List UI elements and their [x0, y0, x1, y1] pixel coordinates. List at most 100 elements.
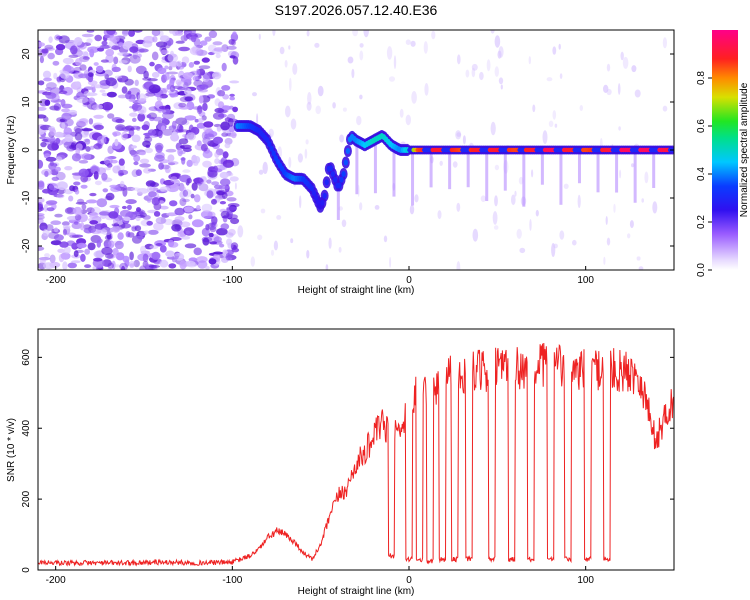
noise-blob	[563, 183, 569, 189]
ridge-core	[271, 150, 276, 157]
noise-blob	[71, 153, 82, 162]
noise-blob	[77, 198, 85, 205]
snr-x-tick-label: 100	[577, 575, 594, 586]
noise-blob	[465, 69, 470, 78]
noise-blob	[59, 241, 69, 248]
noise-blob	[61, 108, 71, 113]
noise-blob	[118, 60, 128, 64]
noise-blob	[117, 170, 124, 177]
noise-blob	[143, 167, 152, 174]
noise-blob	[182, 147, 192, 153]
noise-blob	[174, 207, 185, 216]
noise-blob	[101, 172, 108, 181]
noise-blob	[232, 31, 237, 36]
noise-blob	[215, 53, 221, 59]
ridge-core	[337, 182, 342, 189]
noise-blob	[103, 156, 113, 166]
noise-blob	[108, 211, 119, 219]
noise-blob	[195, 68, 200, 77]
noise-blob	[84, 264, 92, 268]
spectrogram-x-tick-label: -100	[222, 275, 242, 286]
noise-blob	[96, 135, 107, 145]
noise-blob	[128, 98, 136, 102]
ridge-streak	[596, 150, 600, 193]
noise-blob	[113, 132, 118, 138]
noise-blob	[186, 132, 196, 141]
noise-blob	[164, 72, 170, 81]
noise-blob	[144, 263, 149, 270]
ridge-streak	[336, 188, 340, 220]
noise-blob	[54, 131, 64, 138]
noise-blob	[43, 262, 55, 270]
noise-blob	[57, 248, 65, 253]
noise-blob	[64, 118, 74, 127]
noise-blob	[76, 120, 86, 128]
noise-blob	[399, 108, 404, 118]
noise-blob	[149, 245, 159, 250]
noise-blob	[644, 171, 649, 184]
noise-blob	[68, 109, 78, 115]
noise-blob	[174, 224, 181, 230]
noise-blob	[71, 222, 83, 229]
noise-blob	[43, 153, 51, 159]
ridge-streak	[466, 150, 470, 188]
noise-blob	[129, 263, 135, 268]
noise-blob	[619, 169, 622, 179]
spectrogram-y-tick-label: -10	[21, 190, 32, 205]
noise-blob	[221, 191, 228, 200]
noise-blob	[127, 232, 135, 238]
spectrogram-noise-blobs	[38, 30, 668, 270]
noise-blob	[332, 102, 336, 109]
noise-blob	[212, 165, 218, 173]
noise-blob	[121, 30, 129, 37]
noise-blob	[519, 247, 526, 254]
noise-blob	[168, 161, 179, 165]
noise-blob	[165, 250, 175, 258]
noise-blob	[552, 46, 557, 55]
noise-blob	[73, 250, 79, 258]
noise-blob	[490, 30, 495, 34]
noise-blob	[202, 102, 208, 112]
noise-blob	[86, 199, 98, 204]
noise-blob	[167, 239, 175, 248]
noise-blob	[212, 251, 223, 255]
noise-blob	[226, 206, 237, 211]
noise-blob	[222, 94, 230, 100]
noise-blob	[106, 163, 113, 168]
noise-blob	[63, 127, 73, 135]
noise-blob	[613, 203, 616, 213]
noise-blob	[69, 185, 75, 192]
noise-blob	[183, 81, 189, 91]
noise-blob	[359, 50, 364, 61]
spectrogram-x-ticks: -200 -100 0 100	[46, 266, 594, 286]
noise-blob	[81, 128, 93, 132]
snr-y-tick-label: 0	[21, 567, 32, 573]
ridge-core	[341, 171, 346, 177]
noise-blob	[117, 232, 124, 240]
noise-blob	[197, 260, 208, 269]
noise-blob	[579, 105, 583, 111]
noise-blob	[132, 102, 143, 112]
noise-blob	[133, 259, 140, 268]
noise-blob	[177, 147, 183, 157]
noise-blob	[97, 47, 105, 52]
noise-blob	[205, 265, 210, 270]
noise-blob	[169, 60, 179, 68]
noise-blob	[74, 127, 82, 134]
noise-blob	[572, 239, 577, 246]
noise-blob	[209, 226, 217, 233]
snr-x-label: Height of straight line (km)	[298, 586, 415, 597]
noise-blob	[104, 34, 110, 39]
noise-blob	[55, 43, 66, 51]
noise-blob	[204, 133, 215, 140]
snr-x-tick-label: -200	[46, 575, 66, 586]
noise-blob	[51, 176, 59, 181]
noise-blob	[111, 66, 121, 73]
noise-blob	[169, 30, 174, 34]
noise-blob	[498, 77, 504, 85]
noise-blob	[186, 159, 193, 167]
noise-blob	[135, 169, 142, 177]
noise-blob	[129, 46, 139, 53]
noise-blob	[171, 131, 178, 136]
